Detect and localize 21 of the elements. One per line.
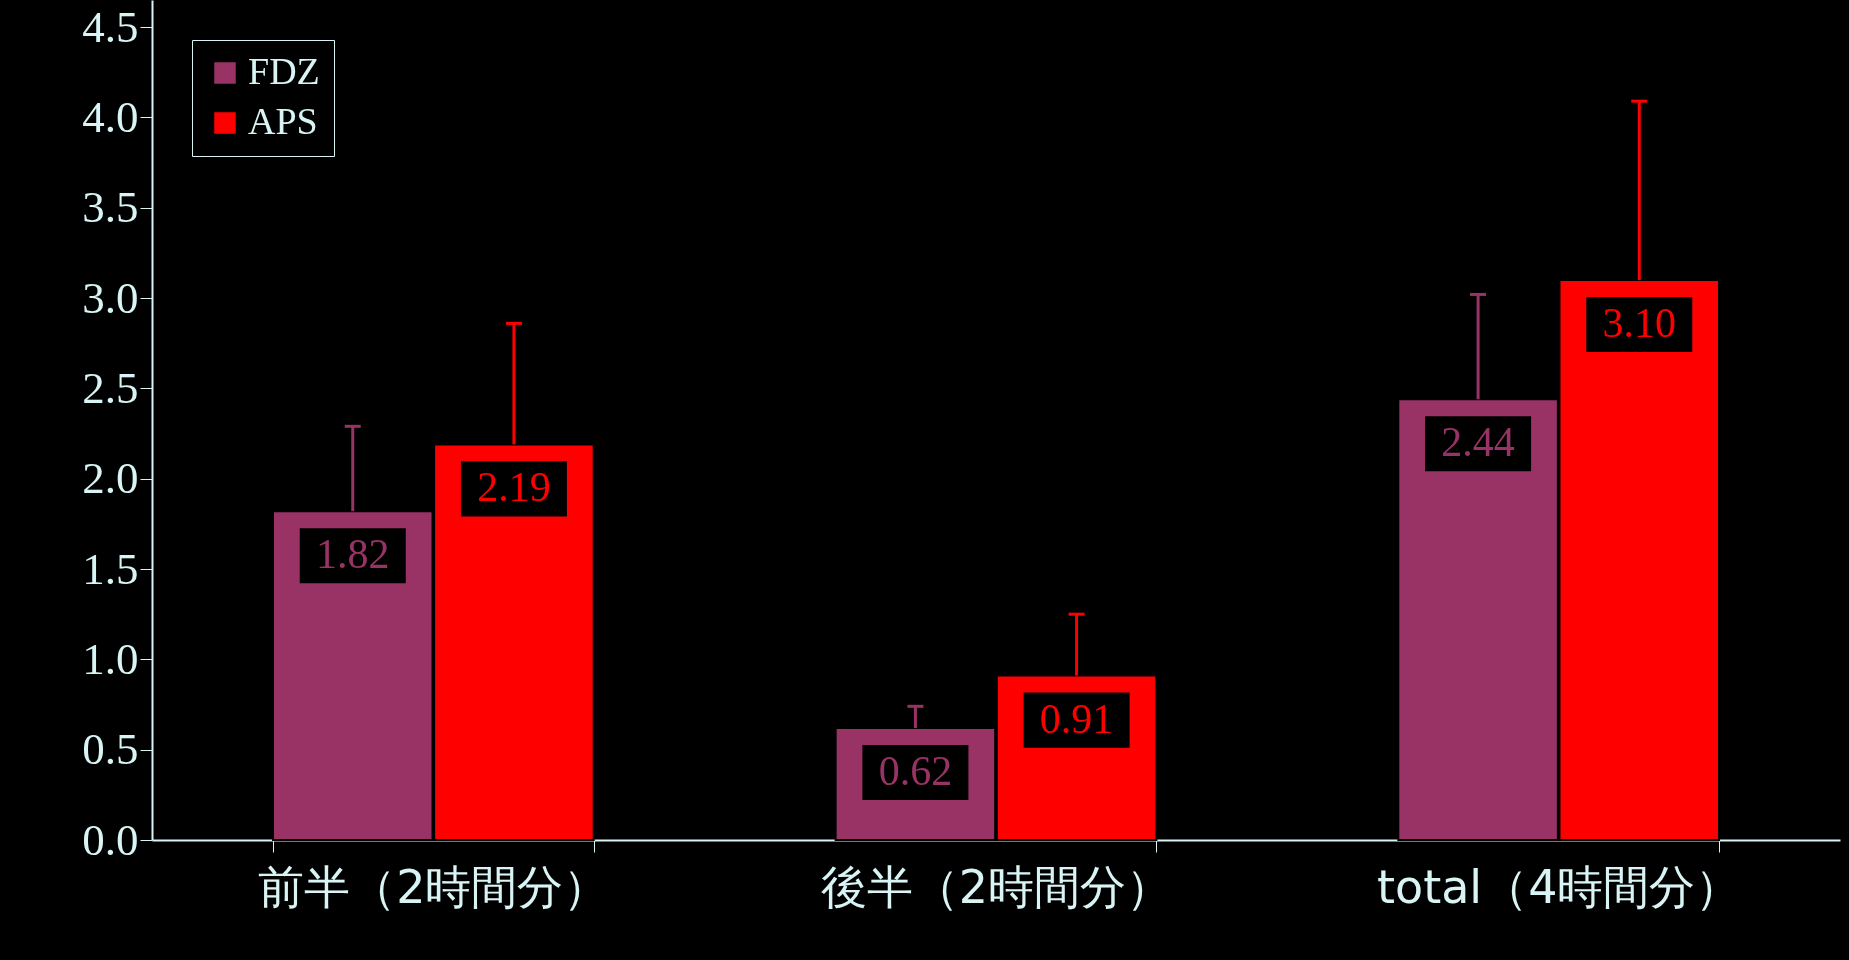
- x-tick-label: 後半（2時間分）: [820, 859, 1173, 914]
- data-label: 0.62: [878, 748, 953, 794]
- y-tick-label: 0.0: [82, 814, 139, 865]
- y-tick-label: 1.0: [82, 633, 139, 684]
- y-tick-label: 1.5: [82, 543, 139, 594]
- y-tick-label: 2.0: [82, 453, 139, 504]
- data-label: 2.44: [1441, 419, 1515, 466]
- data-label: 3.10: [1602, 300, 1676, 346]
- legend-label: APS: [248, 100, 318, 142]
- y-tick-label: 4.5: [82, 1, 139, 52]
- x-tick-label: total（4時間分）: [1376, 859, 1742, 914]
- data-label: 2.19: [477, 464, 551, 511]
- data-label: 1.82: [316, 531, 390, 578]
- y-tick-label: 3.0: [82, 272, 139, 323]
- y-tick-label: 0.5: [82, 724, 139, 775]
- x-tick-label: 前半（2時間分）: [258, 859, 610, 914]
- data-label: 0.91: [1039, 695, 1114, 742]
- y-tick-label: 3.5: [82, 182, 139, 233]
- legend-label: FDZ: [248, 50, 320, 92]
- y-tick-label: 2.5: [82, 362, 139, 413]
- y-tick-label: 4.0: [82, 91, 139, 142]
